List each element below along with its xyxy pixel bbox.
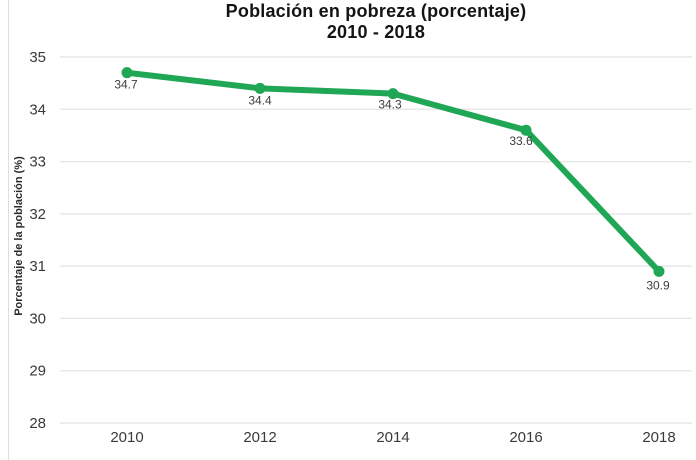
y-tick-label: 29 xyxy=(29,363,46,380)
y-tick-label: 31 xyxy=(29,258,46,275)
y-tick-label: 28 xyxy=(29,415,46,432)
x-tick-label: 2018 xyxy=(642,429,675,446)
data-point xyxy=(387,88,399,100)
data-point-label: 30.9 xyxy=(646,278,670,292)
y-tick-label: 35 xyxy=(29,49,46,66)
data-point xyxy=(121,67,133,79)
x-tick-label: 2010 xyxy=(110,429,143,446)
chart-title-block: Población en pobreza (porcentaje) 2010 -… xyxy=(60,1,692,43)
data-point-label: 34.7 xyxy=(114,78,138,92)
x-tick-label: 2012 xyxy=(243,429,276,446)
data-point xyxy=(254,82,266,94)
y-tick-label: 32 xyxy=(29,206,46,223)
data-point-label: 34.4 xyxy=(248,93,272,107)
y-tick-label: 33 xyxy=(29,154,46,171)
chart-subtitle: 2010 - 2018 xyxy=(326,22,426,42)
x-tick-label: 2016 xyxy=(509,429,542,446)
x-tick-label: 2014 xyxy=(376,429,409,446)
data-point xyxy=(520,124,532,136)
data-point xyxy=(653,265,665,277)
y-tick-label: 34 xyxy=(29,101,46,118)
data-point-label: 33.6 xyxy=(509,134,533,148)
y-tick-label: 30 xyxy=(29,310,46,327)
chart-title: Población en pobreza (porcentaje) xyxy=(225,1,527,21)
left-edge-line xyxy=(8,0,9,460)
data-point-label: 34.3 xyxy=(378,98,402,112)
